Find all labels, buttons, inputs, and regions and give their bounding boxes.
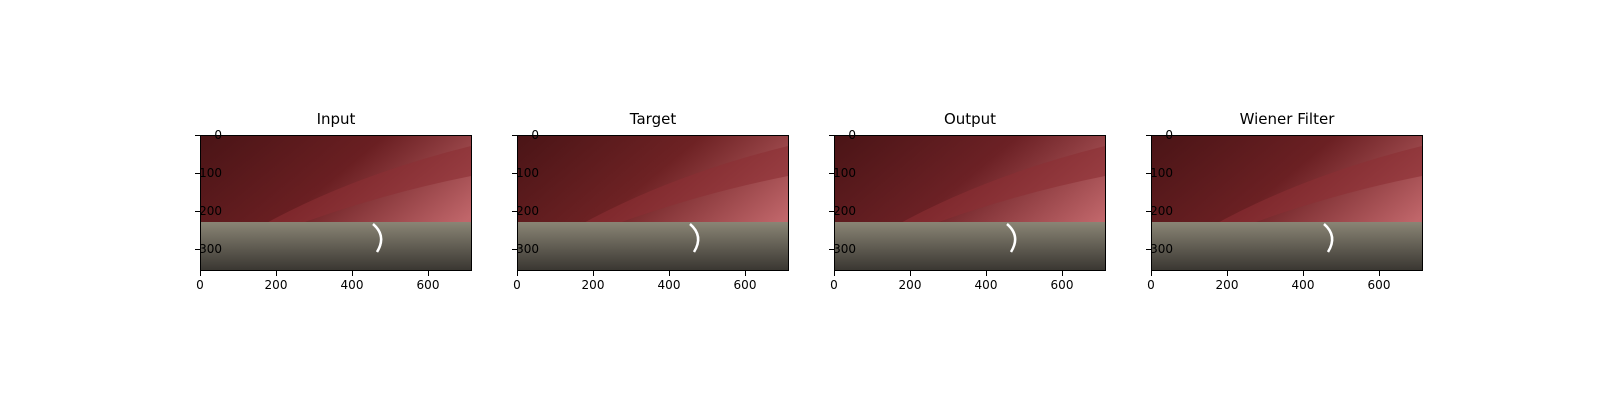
y-tick-label: 200 xyxy=(199,204,222,218)
x-tick-label: 200 xyxy=(898,278,922,292)
y-tick-mark xyxy=(512,249,517,250)
panel-target: Target 0 100 200 300 0 200 400 600 xyxy=(512,0,817,400)
image-input xyxy=(200,135,472,271)
x-tick-mark xyxy=(1303,271,1304,276)
x-tick-mark xyxy=(593,271,594,276)
x-tick-label: 0 xyxy=(830,278,838,292)
x-tick-mark xyxy=(517,271,518,276)
x-tick-mark xyxy=(834,271,835,276)
y-tick-label: 100 xyxy=(833,166,856,180)
y-tick-label: 0 xyxy=(531,128,539,142)
y-tick-label: 200 xyxy=(516,204,539,218)
y-tick-label: 100 xyxy=(516,166,539,180)
y-tick-mark xyxy=(512,173,517,174)
x-tick-label: 400 xyxy=(340,278,364,292)
x-tick-mark xyxy=(669,271,670,276)
x-tick-mark xyxy=(1379,271,1380,276)
y-tick-mark xyxy=(829,211,834,212)
image-wiener xyxy=(1151,135,1423,271)
panel-input: Input 0 100 200 300 0 200 400 600 xyxy=(195,0,500,400)
y-tick-label: 200 xyxy=(833,204,856,218)
y-tick-mark xyxy=(512,135,517,136)
x-tick-mark xyxy=(910,271,911,276)
y-tick-mark xyxy=(195,135,200,136)
x-tick-label: 0 xyxy=(513,278,521,292)
x-tick-label: 600 xyxy=(733,278,757,292)
y-tick-mark xyxy=(195,211,200,212)
x-tick-label: 600 xyxy=(416,278,440,292)
x-tick-label: 0 xyxy=(196,278,204,292)
y-tick-mark xyxy=(1146,249,1151,250)
panel-wiener: Wiener Filter 0 100 200 300 0 200 400 600 xyxy=(1146,0,1451,400)
y-tick-mark xyxy=(829,135,834,136)
y-tick-label: 0 xyxy=(1165,128,1173,142)
y-tick-mark xyxy=(829,173,834,174)
panel-title: Target xyxy=(629,110,677,128)
x-tick-label: 600 xyxy=(1050,278,1074,292)
x-tick-mark xyxy=(428,271,429,276)
x-tick-mark xyxy=(276,271,277,276)
x-tick-label: 600 xyxy=(1367,278,1391,292)
y-tick-mark xyxy=(1146,173,1151,174)
y-tick-label: 200 xyxy=(1150,204,1173,218)
y-tick-mark xyxy=(195,173,200,174)
y-tick-label: 100 xyxy=(1150,166,1173,180)
x-tick-label: 400 xyxy=(974,278,998,292)
y-tick-label: 0 xyxy=(848,128,856,142)
surgical-image xyxy=(518,136,788,270)
y-tick-mark xyxy=(195,249,200,250)
panel-title: Output xyxy=(943,110,997,128)
x-tick-label: 400 xyxy=(1291,278,1315,292)
panel-title: Wiener Filter xyxy=(1239,110,1335,128)
x-tick-mark xyxy=(1227,271,1228,276)
panel-output: Output 0 100 200 300 0 200 400 600 xyxy=(829,0,1134,400)
y-tick-label: 300 xyxy=(199,242,222,256)
image-output xyxy=(834,135,1106,271)
y-tick-label: 300 xyxy=(833,242,856,256)
y-tick-mark xyxy=(1146,135,1151,136)
x-tick-label: 200 xyxy=(1215,278,1239,292)
surgical-image xyxy=(1152,136,1422,270)
surgical-image xyxy=(835,136,1105,270)
surgical-image xyxy=(201,136,471,270)
x-tick-mark xyxy=(986,271,987,276)
x-tick-label: 200 xyxy=(581,278,605,292)
x-tick-mark xyxy=(1062,271,1063,276)
y-tick-label: 300 xyxy=(516,242,539,256)
y-tick-mark xyxy=(829,249,834,250)
y-tick-mark xyxy=(512,211,517,212)
x-tick-mark xyxy=(745,271,746,276)
y-tick-label: 100 xyxy=(199,166,222,180)
y-tick-label: 300 xyxy=(1150,242,1173,256)
x-tick-mark xyxy=(1151,271,1152,276)
y-tick-mark xyxy=(1146,211,1151,212)
y-tick-label: 0 xyxy=(214,128,222,142)
panel-title: Input xyxy=(316,110,356,128)
x-tick-mark xyxy=(352,271,353,276)
x-tick-mark xyxy=(200,271,201,276)
x-tick-label: 0 xyxy=(1147,278,1155,292)
x-tick-label: 400 xyxy=(657,278,681,292)
image-target xyxy=(517,135,789,271)
x-tick-label: 200 xyxy=(264,278,288,292)
